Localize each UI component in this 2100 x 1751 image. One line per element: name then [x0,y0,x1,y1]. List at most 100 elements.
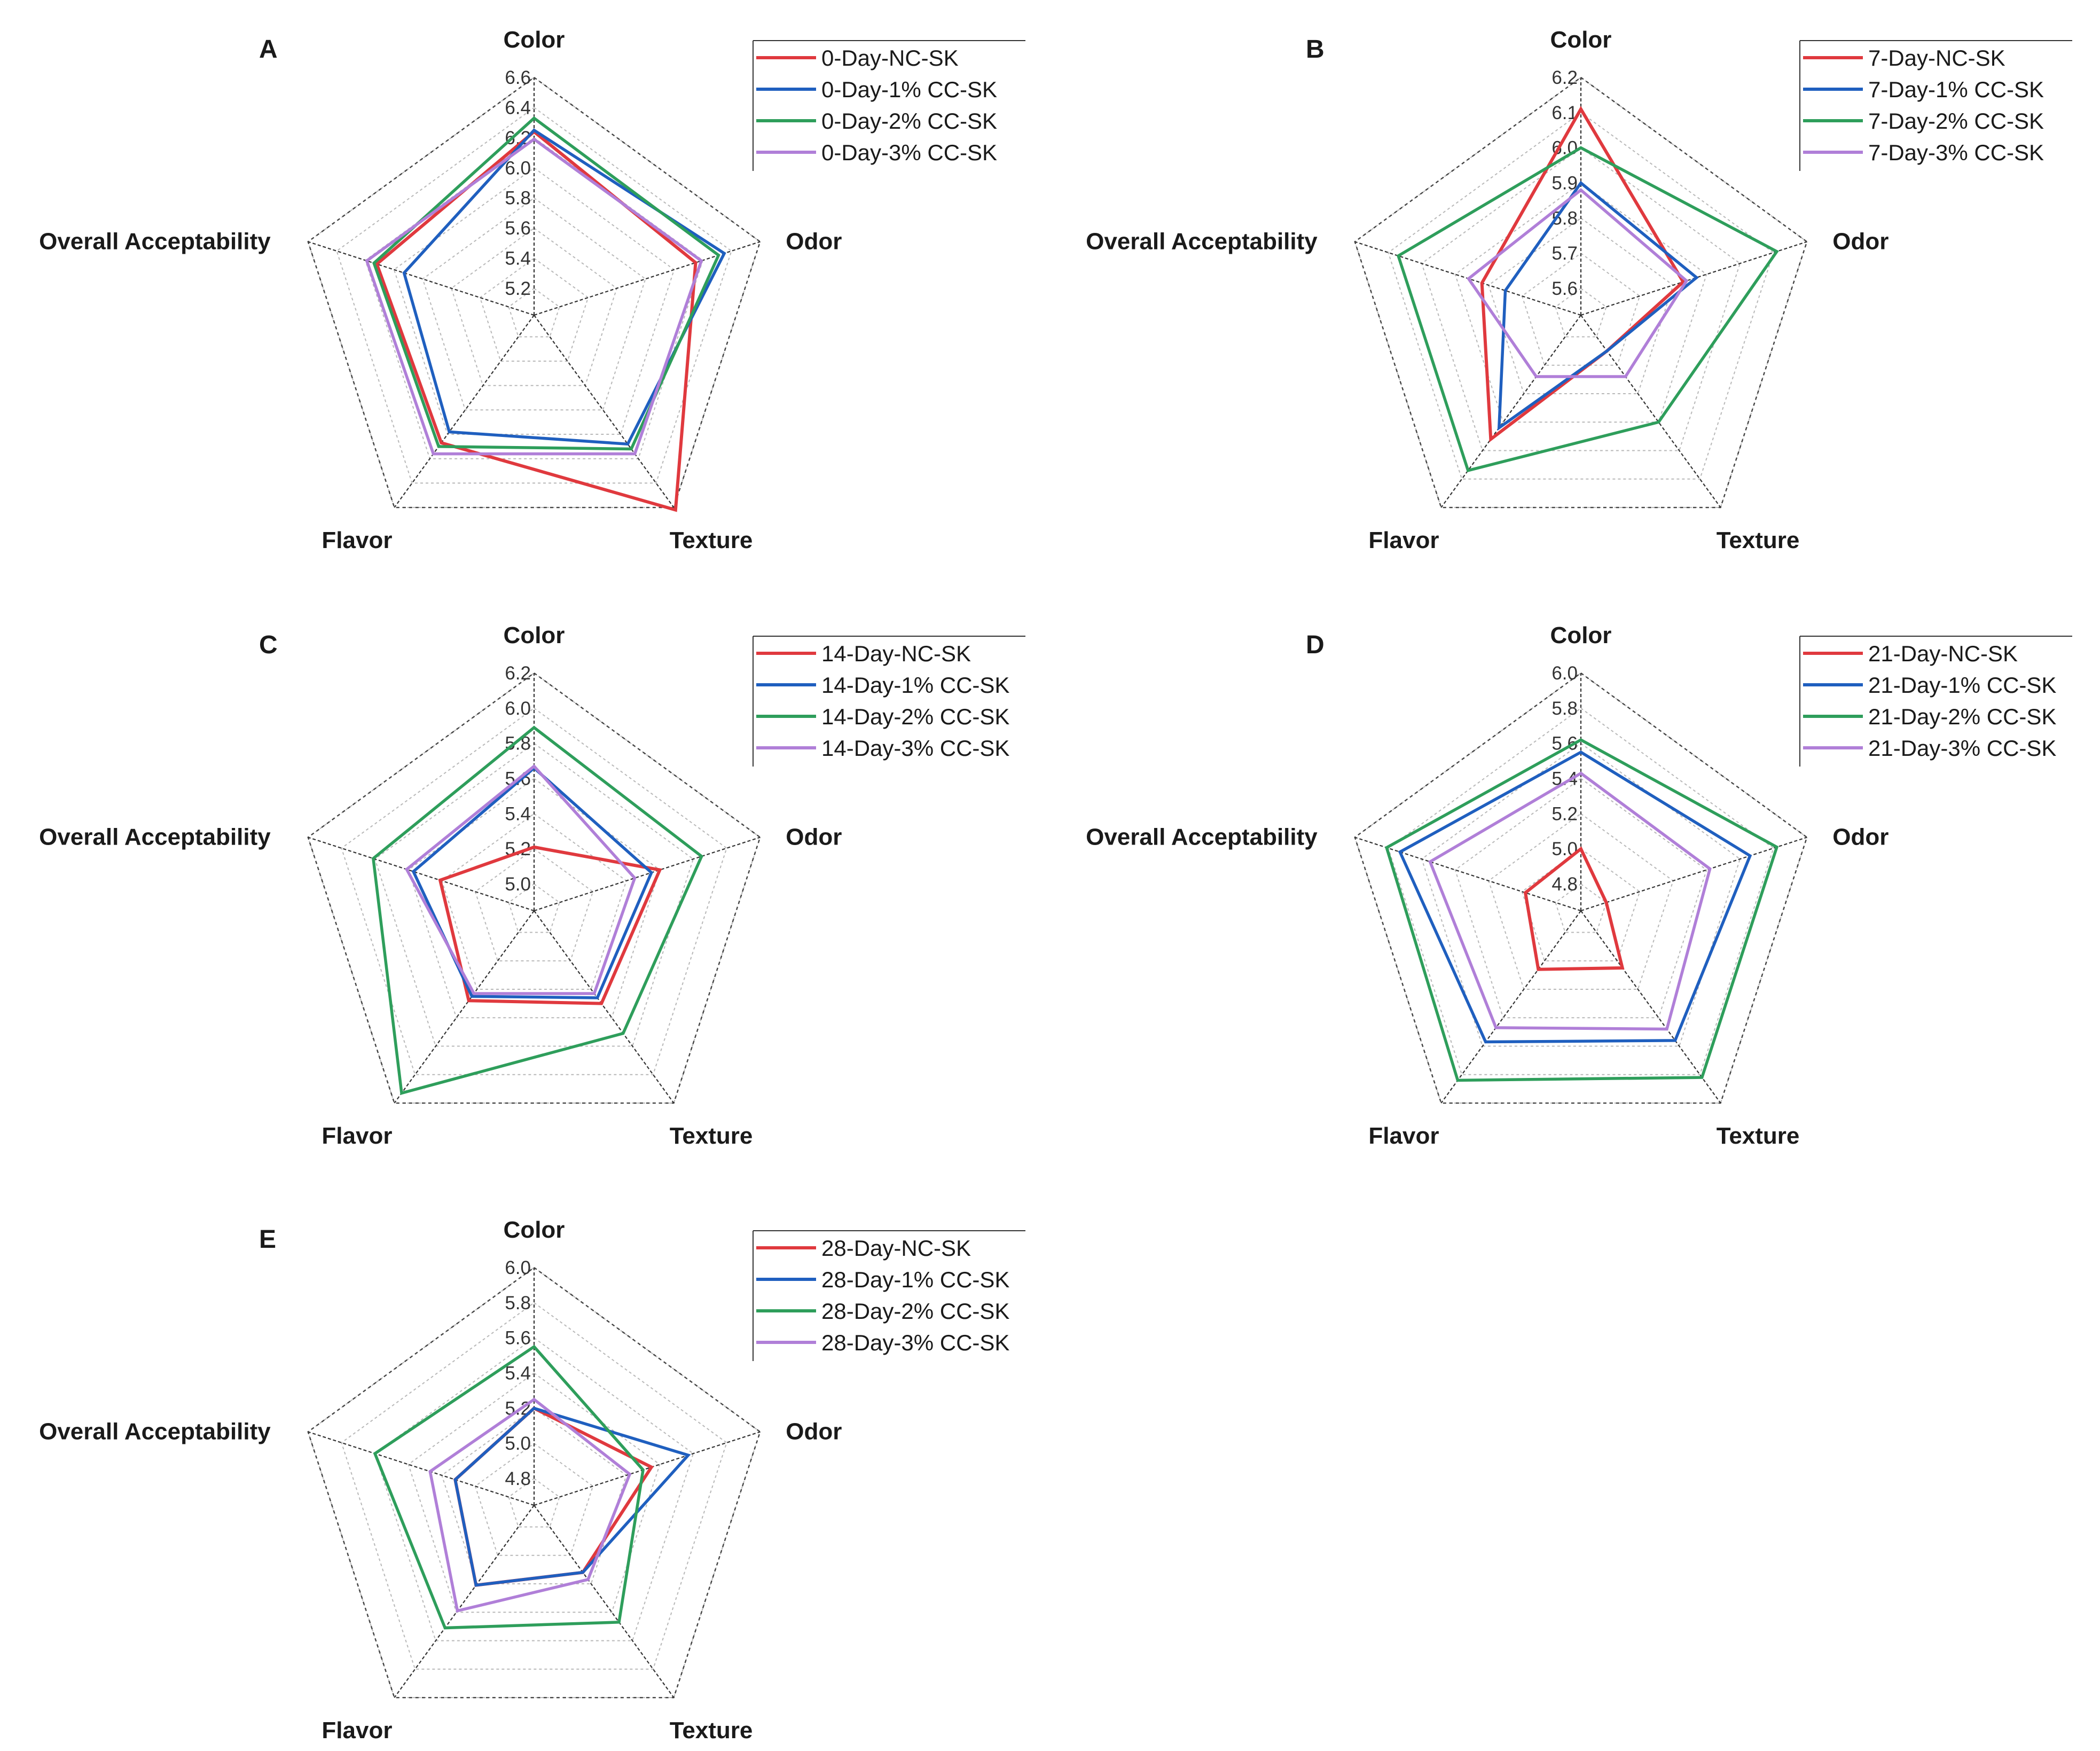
tick-label: 6.6 [505,67,531,88]
grid-ring [441,1408,627,1584]
grid-ring [422,197,646,411]
spoke-texture [534,1505,675,1698]
grid-ring [1388,112,1774,480]
grid-ring [408,778,661,1019]
series-14-day-1pct-cc-sk [411,766,654,999]
axis-label-odor: Odor [1832,824,1889,850]
series-28-day-1pct-cc-sk [453,1406,691,1587]
spoke-overall-acceptability [308,241,535,316]
legend-entry: 14-Day-NC-SK [821,641,971,666]
grid-ring [341,707,727,1075]
series-28-day-2pct-cc-sk [373,1344,645,1630]
grid-ring [508,1478,560,1528]
tick-label: 5.2 [1552,803,1578,824]
outer-ring [1354,672,1808,1104]
axis-label-overall-acceptability: Overall Acceptability [39,824,271,850]
series-0-day-3pct-cc-sk [365,137,703,456]
grid-ring [1421,742,1741,1047]
spoke-flavor [394,315,535,508]
spoke-overall-acceptability [308,1431,535,1506]
tick-label: 4.8 [1552,874,1578,895]
axis-label-texture: Texture [670,527,753,553]
axis-label-color: Color [504,1217,565,1243]
axis-label-overall-acceptability: Overall Acceptability [1086,824,1318,850]
grid-ring [393,167,675,435]
series-21-day-1pct-cc-sk [1398,750,1752,1044]
tick-label: 5.8 [505,188,531,209]
series-7-day-nc-sk [1480,106,1686,442]
panel-letter: D [1306,631,1325,659]
radar-panel-e: E4.85.05.25.45.65.86.0ColorOdorTextureFl… [39,1217,1025,1744]
legend-entry: 14-Day-2% CC-SK [821,704,1009,729]
spoke-flavor [394,910,535,1104]
legend-entry: 14-Day-1% CC-SK [821,673,1009,698]
axis-label-flavor: Flavor [1368,1123,1439,1149]
legend-entry: 28-Day-2% CC-SK [821,1299,1009,1324]
grid-ring [1454,182,1707,423]
spoke-texture [534,910,675,1104]
radar-panel-b: B5.65.75.85.96.06.16.2ColorOdorTextureFl… [1086,27,2072,553]
panel-letter: B [1306,35,1325,64]
tick-label: 5.0 [505,874,531,895]
legend-entry: 7-Day-3% CC-SK [1868,140,2044,165]
spoke-overall-acceptability [1354,837,1581,912]
series-7-day-3pct-cc-sk [1466,188,1689,378]
tick-label: 5.8 [505,733,531,754]
axis-label-texture: Texture [1717,1123,1800,1149]
tick-label: 5.7 [1552,243,1578,264]
spoke-overall-acceptability [308,837,535,912]
spoke-odor [534,1431,761,1506]
panel-letter: E [259,1225,276,1254]
series-14-day-nc-sk [438,845,662,1005]
tick-label: 5.6 [505,1328,531,1349]
tick-label: 6.2 [505,663,531,684]
outer-ring [307,1267,761,1699]
axis-label-flavor: Flavor [1368,527,1439,553]
legend-entry: 0-Day-1% CC-SK [821,77,997,102]
axis-label-texture: Texture [1717,527,1800,553]
axis-label-color: Color [504,27,565,53]
grid-ring [374,742,694,1047]
tick-label: 5.8 [505,1293,531,1314]
axis-label-overall-acceptability: Overall Acceptability [1086,228,1318,254]
grid-ring [508,883,560,933]
grid-ring [336,107,732,484]
series-21-day-nc-sk [1523,846,1625,971]
axis-label-color: Color [1550,27,1612,53]
axis-label-overall-acceptability: Overall Acceptability [39,1418,271,1444]
grid-ring [1488,813,1674,990]
grid-ring [441,813,627,990]
tick-label: 5.4 [505,248,531,269]
tick-label: 5.0 [505,1433,531,1454]
tick-label: 5.4 [505,1363,531,1384]
axis-label-flavor: Flavor [322,1717,392,1744]
legend-entry: 28-Day-3% CC-SK [821,1330,1009,1355]
tick-label: 5.4 [505,803,531,824]
legend-entry: 0-Day-NC-SK [821,45,959,71]
grid-ring [1521,848,1641,962]
radar-panel-a: A5.25.45.65.86.06.26.46.6ColorOdorTextur… [39,27,1025,553]
series-7-day-2pct-cc-sk [1396,146,1779,473]
grid-ring [341,1302,727,1670]
grid-ring [1521,252,1641,366]
spoke-flavor [1440,315,1581,508]
series-28-day-3pct-cc-sk [428,1397,632,1613]
axis-label-odor: Odor [786,1418,842,1444]
axis-label-overall-acceptability: Overall Acceptability [39,228,271,254]
legend-entry: 14-Day-3% CC-SK [821,736,1009,761]
tick-label: 5.9 [1552,173,1578,194]
axis-label-texture: Texture [670,1717,753,1744]
legend-entry: 0-Day-3% CC-SK [821,140,997,165]
outer-ring [307,76,761,509]
grid-ring [1388,707,1774,1075]
tick-label: 5.2 [505,278,531,299]
axis-label-odor: Odor [786,824,842,850]
legend-entry: 0-Day-2% CC-SK [821,108,997,134]
panel-letter: A [259,35,278,64]
series-0-day-1pct-cc-sk [402,128,726,446]
legend: 21-Day-NC-SK 21-Day-1% CC-SK 21-Day-2% CC-… [1799,636,2072,767]
series-0-day-nc-sk [375,129,698,512]
series-21-day-2pct-cc-sk [1384,738,1779,1082]
tick-label: 6.0 [505,698,531,719]
